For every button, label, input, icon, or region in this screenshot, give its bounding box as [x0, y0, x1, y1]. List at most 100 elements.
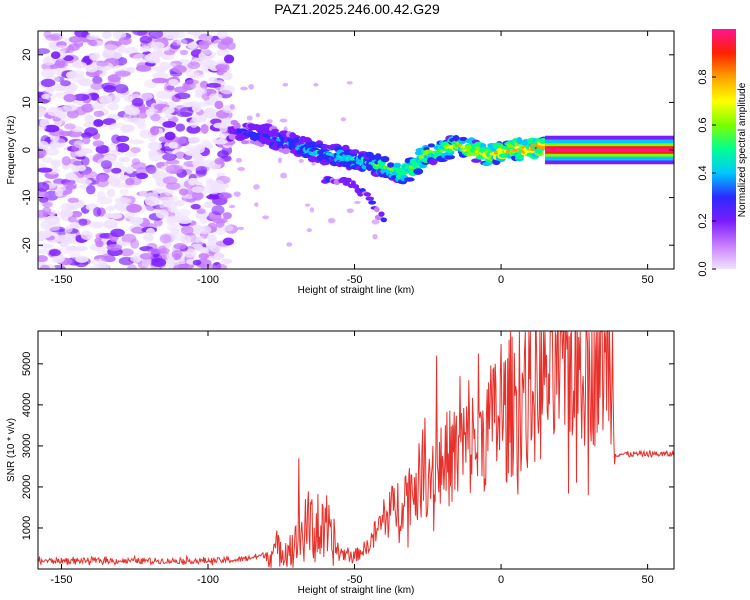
- spectrogram-cell: [42, 201, 53, 208]
- spectrogram-cell: [67, 215, 77, 223]
- spectrogram-x-label: Height of straight line (km): [298, 285, 415, 296]
- spectrogram-cell: [186, 125, 201, 134]
- spectrogram-cell: [190, 203, 201, 210]
- spectrogram-cell: [125, 212, 135, 220]
- spectrogram-cell: [71, 61, 87, 69]
- spectrogram-cell: [212, 217, 228, 224]
- spectrogram-cell: [228, 204, 236, 209]
- spectrogram-cell: [255, 112, 261, 118]
- spectrogram-cell: [73, 245, 88, 252]
- x-tick-label: -100: [197, 574, 219, 586]
- spectrogram-cell: [125, 178, 135, 186]
- spectrogram-cell: [139, 92, 153, 102]
- spectrogram-cell: [352, 184, 360, 189]
- spectrogram-cell: [212, 139, 228, 145]
- spectrogram-cell: [372, 233, 378, 240]
- spectrogram-cell: [42, 206, 52, 216]
- spectrogram-cell: [217, 150, 229, 159]
- spectrogram-cell: [38, 106, 47, 117]
- spectrogram-cell: [38, 230, 52, 239]
- spectrogram-cell: [152, 188, 165, 194]
- spectrogram-cell: [176, 136, 187, 145]
- spectrogram-cell: [136, 111, 148, 120]
- spectrogram-cell: [101, 31, 112, 39]
- spectrogram-cell: [223, 54, 235, 64]
- spectrogram-cell: [151, 77, 168, 84]
- spectrogram-cell: [176, 208, 191, 217]
- spectrogram-cell: [277, 157, 283, 164]
- spectrogram-cell: [206, 82, 221, 88]
- spectrogram-cell: [130, 238, 140, 249]
- spectrogram-cell: [75, 106, 88, 116]
- spectrogram-cell: [206, 241, 216, 250]
- spectrogram-cell: [40, 78, 56, 88]
- x-tick-label: -150: [50, 274, 72, 286]
- spectrogram-cell: [180, 225, 194, 236]
- spectrogram-cell: [198, 101, 211, 107]
- x-tick-label: -50: [347, 574, 363, 586]
- spectrogram-cell: [346, 208, 354, 214]
- spectrogram-cell: [139, 190, 148, 197]
- spectrogram-cell: [115, 196, 132, 205]
- spectrogram-cell: [146, 164, 157, 175]
- spectrogram-cell: [427, 143, 435, 148]
- spectrogram-cell: [368, 200, 377, 205]
- spectrogram-cell: [152, 72, 169, 80]
- spectrogram-cell: [139, 129, 152, 139]
- spectrogram-cell: [163, 31, 180, 40]
- spectrogram-cell: [198, 33, 213, 42]
- spectrogram-cell: [163, 49, 176, 56]
- spectrogram-cell: [45, 34, 60, 41]
- spectrogram-cell: [150, 113, 161, 122]
- spectrogram-cell: [286, 242, 293, 247]
- spectrogram-cell: [75, 165, 87, 172]
- spectrogram-cell: [403, 177, 415, 182]
- spectrogram-cell: [216, 49, 230, 57]
- spectrogram-cell: [38, 190, 49, 199]
- spectrogram-cell: [105, 205, 116, 212]
- spectrogram-cell: [84, 127, 99, 137]
- spectrogram-heatmap: [38, 31, 674, 269]
- spectrogram-cell: [177, 112, 193, 118]
- spectrogram-cell: [545, 148, 674, 152]
- y-tick-label: -20: [21, 237, 33, 253]
- spectrogram-cell: [129, 216, 144, 225]
- spectrogram-cell: [38, 182, 50, 192]
- spectrogram-cell: [153, 219, 163, 227]
- spectrogram-cell: [116, 135, 130, 143]
- spectrogram-cell: [96, 61, 109, 67]
- snr-x-label: Height of straight line (km): [298, 585, 415, 596]
- spectrogram-cell: [206, 234, 217, 241]
- spectrogram-cell: [132, 31, 148, 36]
- spectrogram-cell: [60, 203, 74, 213]
- spectrogram-cell: [200, 48, 212, 56]
- spectrogram-cell: [46, 147, 60, 156]
- spectrogram-cell: [89, 221, 104, 230]
- spectrogram-cell: [185, 79, 199, 85]
- snr-y-axis: 1000 2000 3000 4000 5000: [21, 352, 674, 540]
- spectrogram-cell: [387, 162, 395, 168]
- spectrogram-cell: [327, 217, 336, 224]
- spectrogram-cell: [215, 63, 228, 71]
- spectrogram-cell: [86, 34, 100, 41]
- spectrogram-cell: [164, 131, 176, 141]
- spectrogram-cell: [95, 144, 110, 154]
- spectrogram-cell: [165, 182, 181, 191]
- spectrogram-cell: [62, 104, 78, 112]
- spectrogram-cell: [185, 144, 196, 151]
- y-tick-label: 10: [21, 96, 33, 108]
- spectrogram-cell: [148, 31, 164, 39]
- y-tick-label: -10: [21, 190, 33, 206]
- spectrogram-cell: [71, 202, 80, 209]
- spectrogram-cell: [78, 78, 94, 87]
- spectrogram-cell: [309, 207, 315, 213]
- colorbar-label: Normalized spectral amplitude: [737, 82, 748, 217]
- spectrogram-cell: [55, 44, 69, 53]
- spectrogram-cell: [222, 212, 232, 220]
- spectrogram-cell: [100, 160, 113, 170]
- spectrogram-cell: [38, 140, 49, 150]
- spectrogram-cell: [106, 243, 123, 251]
- y-tick-label: 1000: [21, 516, 33, 540]
- spectrogram-cell: [143, 233, 154, 242]
